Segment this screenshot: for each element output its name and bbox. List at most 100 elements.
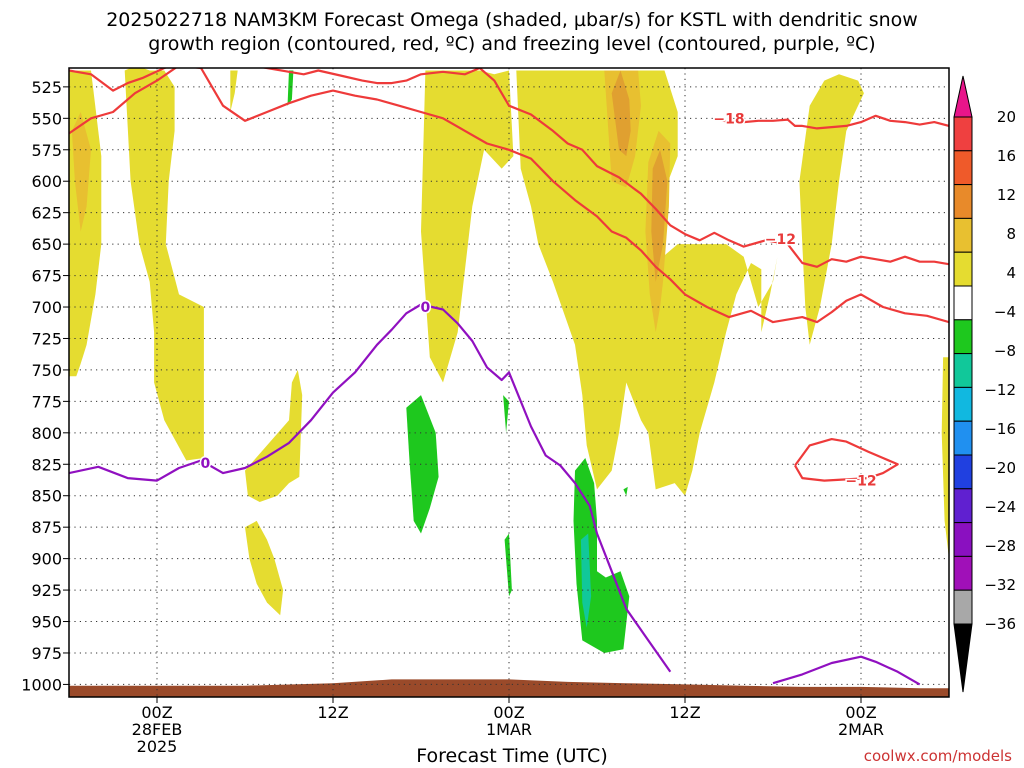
x-tick-label: 00Z [493, 703, 524, 722]
omega-region-neg12 [580, 533, 592, 628]
y-tick-label: 950 [31, 613, 62, 632]
colorbar-label: −24 [984, 498, 1016, 516]
colorbar-swatch [953, 251, 973, 287]
freezing-level-contour-low [772, 655, 921, 686]
chart-title-line2: growth region (contoured, red, ºC) and f… [148, 33, 876, 55]
colorbar-top-arrow [953, 75, 973, 118]
colorbar: 20 16 12 8 4 −4 −8 −12 −16 −20 −24 −28 −32 −36 [953, 75, 1016, 693]
omega-region-4 [799, 74, 864, 345]
colorbar-label: −12 [984, 381, 1016, 399]
dgz-minus12-contour-right [714, 114, 949, 130]
dgz-minus12-contour-loop [794, 438, 899, 482]
y-tick-label: 925 [31, 581, 62, 600]
omega-region-4 [230, 70, 238, 112]
temperature-contours [69, 68, 949, 686]
dgz-minus18-contour [69, 68, 949, 268]
colorbar-swatch [953, 116, 973, 152]
y-tick-label: 1000 [21, 675, 62, 694]
dgz-minus12-contour-left [69, 68, 949, 324]
colorbar-bottom-arrow [953, 623, 973, 693]
colorbar-swatch [953, 184, 973, 219]
colorbar-swatch [953, 150, 973, 186]
colorbar-swatch [953, 488, 973, 524]
colorbar-swatch [953, 555, 973, 591]
y-tick-label: 900 [31, 550, 62, 569]
colorbar-swatch [953, 522, 973, 557]
y-tick-label: 750 [31, 361, 62, 380]
ground-fill [69, 679, 949, 697]
omega-region-neg4 [406, 395, 439, 534]
omega-region-4 [421, 70, 514, 383]
contour-label: −12 [845, 474, 876, 490]
omega-region-4 [245, 520, 284, 616]
omega-region-4 [941, 357, 949, 559]
grid-lines [69, 68, 949, 697]
omega-region-4 [516, 70, 778, 496]
x-tick-label: 28FEB [132, 720, 183, 739]
colorbar-swatch [953, 386, 973, 422]
colorbar-label: −20 [984, 459, 1016, 477]
site-credit[interactable]: coolwx.com/models [863, 747, 1012, 765]
colorbar-label: −16 [984, 420, 1016, 438]
omega-region-neg4 [504, 533, 512, 597]
colorbar-label: −32 [984, 576, 1016, 594]
colorbar-label: 20 [997, 108, 1016, 126]
colorbar-label: 12 [997, 186, 1016, 204]
y-tick-label: 975 [31, 644, 62, 663]
colorbar-swatch [953, 589, 973, 625]
freezing-level-contour [69, 303, 672, 673]
colorbar-swatch [953, 454, 973, 490]
x-tick-label: 12Z [317, 703, 348, 722]
contour-labels: −18 −12 −12 0 0 [199, 110, 878, 491]
colorbar-swatch [953, 217, 973, 253]
colorbar-label: −36 [984, 615, 1016, 633]
contour-label: −12 [765, 232, 796, 248]
colorbar-swatch [953, 420, 973, 456]
omega-region-12 [651, 149, 668, 282]
colorbar-label: −4 [994, 303, 1016, 321]
colorbar-swatch [953, 285, 973, 321]
y-tick-label: 800 [31, 424, 62, 443]
chart-title-line1: 2025022718 NAM3KM Forecast Omega (shaded… [106, 9, 918, 31]
omega-region-12 [611, 70, 631, 157]
x-axis-label: Forecast Time (UTC) [416, 745, 608, 767]
y-tick-label: 825 [31, 455, 62, 474]
colorbar-swatch [953, 319, 973, 355]
x-tick-label: 12Z [669, 703, 700, 722]
y-tick-label: 875 [31, 518, 62, 537]
y-tick-label: 600 [31, 172, 62, 191]
colorbar-label: 16 [997, 147, 1016, 165]
y-tick-label: 675 [31, 267, 62, 286]
x-tick-label: 2MAR [838, 720, 884, 739]
colorbar-label: −28 [984, 537, 1016, 555]
contour-label: 0 [421, 300, 431, 316]
y-axis: 525 550 575 600 625 650 675 700 725 750 775 800 825 8… [21, 78, 69, 694]
x-tick-label: 2025 [137, 737, 178, 756]
contour-label: −18 [713, 111, 744, 127]
colorbar-label: −8 [994, 342, 1016, 360]
x-tick-label: 00Z [845, 703, 876, 722]
omega-region-8 [71, 112, 91, 232]
colorbar-label: 8 [1006, 225, 1016, 243]
omega-region-neg4 [623, 486, 628, 496]
x-tick-label: 1MAR [486, 720, 532, 739]
omega-shading [69, 68, 949, 653]
omega-region-4 [124, 68, 204, 461]
omega-region-4 [245, 369, 303, 502]
x-tick-label: 00Z [141, 703, 172, 722]
colorbar-label: 4 [1006, 264, 1016, 282]
y-tick-label: 525 [31, 78, 62, 97]
omega-region-neg4 [503, 395, 509, 433]
y-tick-label: 625 [31, 204, 62, 223]
y-tick-label: 650 [31, 235, 62, 254]
contour-label: 0 [201, 456, 211, 472]
terrain-surface [69, 679, 949, 697]
y-tick-label: 850 [31, 487, 62, 506]
y-tick-label: 725 [31, 329, 62, 348]
y-tick-label: 550 [31, 109, 62, 128]
y-tick-label: 700 [31, 298, 62, 317]
y-tick-label: 575 [31, 141, 62, 160]
y-tick-label: 775 [31, 392, 62, 411]
